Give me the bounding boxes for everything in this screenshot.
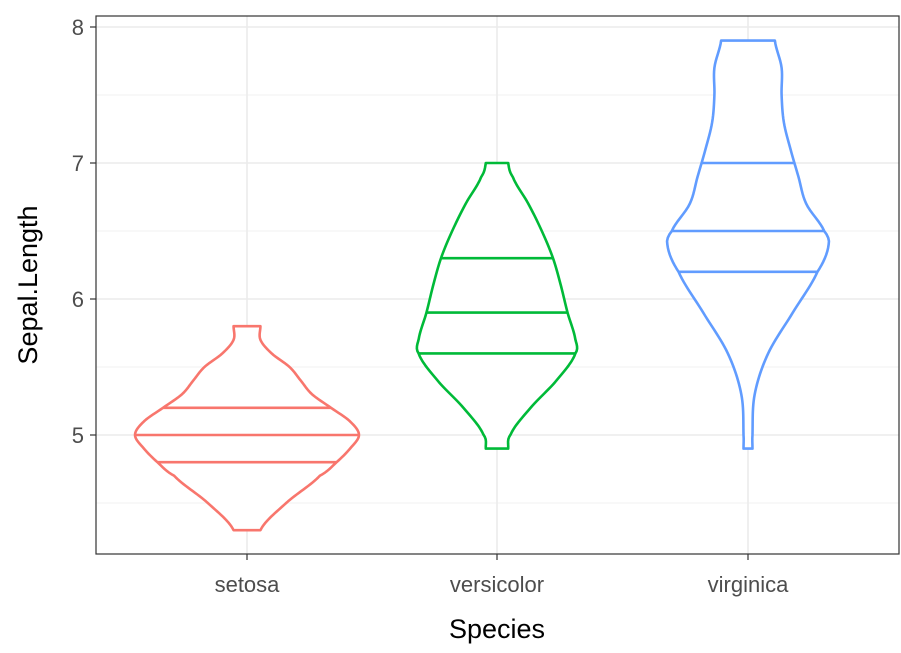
y-axis-title: Sepal.Length [13,205,43,364]
violins [133,39,831,532]
x-tick-label: versicolor [450,572,544,597]
y-tick-label: 7 [72,151,84,176]
x-axis-title: Species [449,614,545,644]
x-axis: setosa versicolor virginica [215,554,789,597]
y-tick-label: 8 [72,15,84,40]
x-tick-label: setosa [215,572,281,597]
violin-virginica [665,39,831,450]
x-tick-label: virginica [708,572,789,597]
violin-versicolor [415,161,579,450]
y-tick-label: 6 [72,287,84,312]
y-tick-label: 5 [72,423,84,448]
y-axis: 5 6 7 8 [72,15,96,448]
